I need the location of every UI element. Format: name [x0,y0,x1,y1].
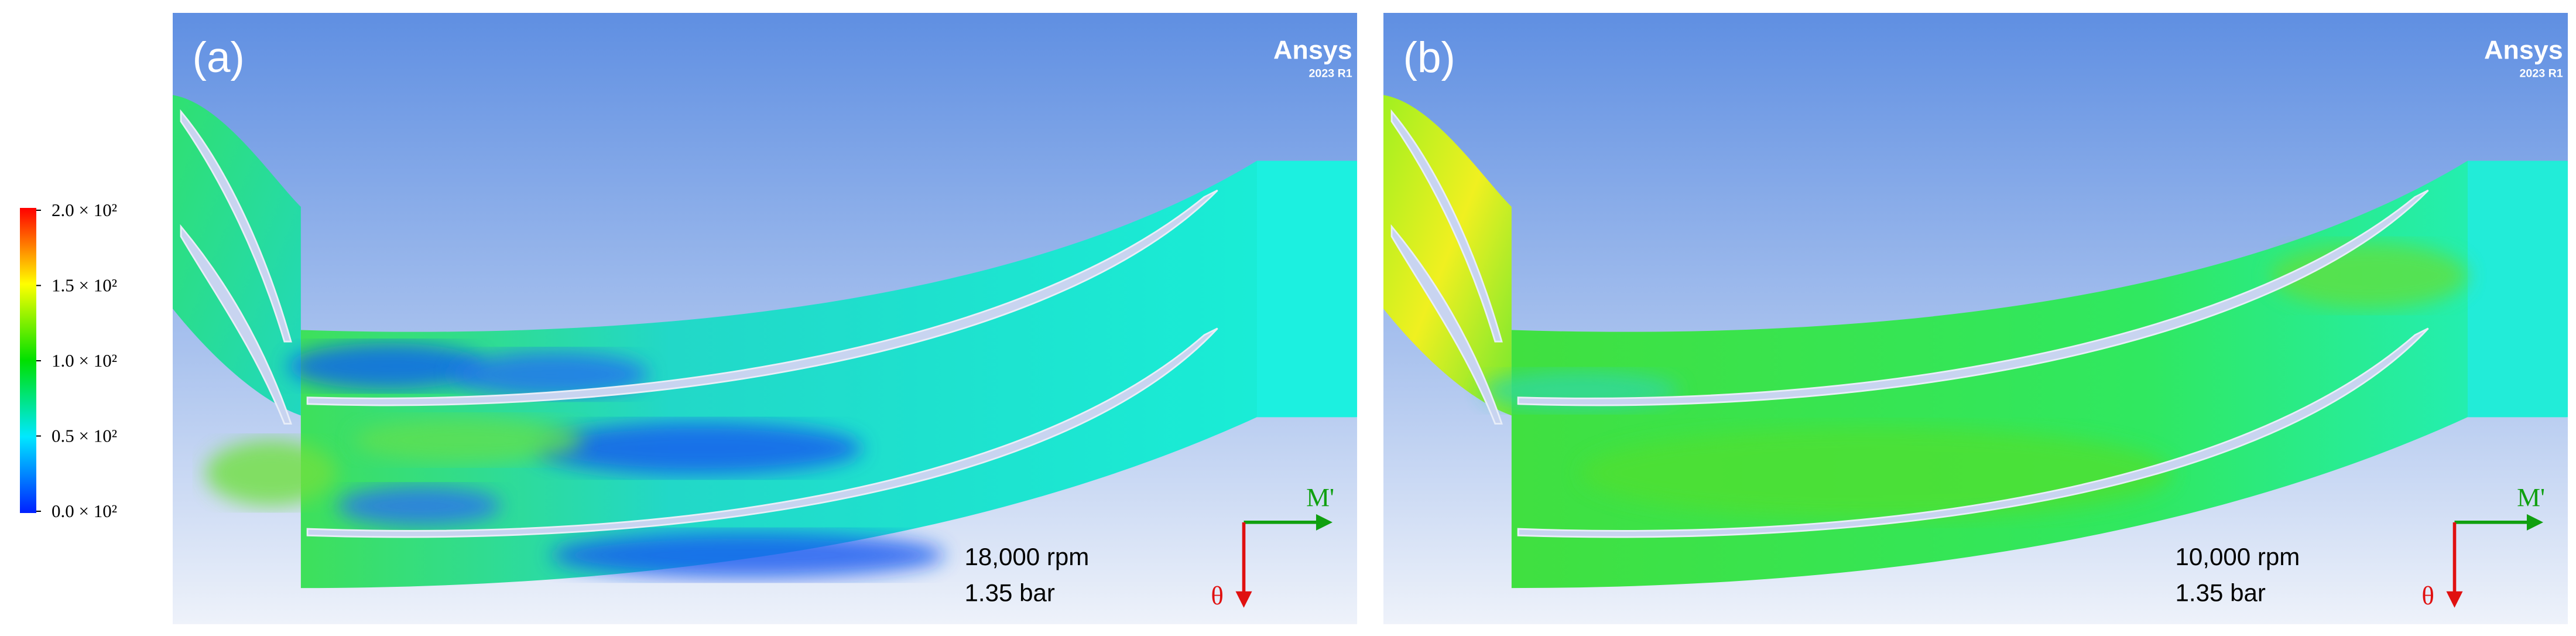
blade [1517,189,2429,406]
version: 2023 R1 [1309,67,1352,80]
blade [306,189,1218,406]
panel-clip [173,13,1358,624]
panel-label: (b) [1403,34,1455,81]
inlet-passage [173,95,301,416]
panel-clip [1383,13,2568,624]
brand: Ansys [2484,35,2563,65]
axis-m-label: M' [2517,483,2545,512]
brand: Ansys [1273,35,1352,65]
version: 2023 R1 [2520,67,2563,80]
colorbar-label: 1.0 × 10² [52,350,117,371]
contour-panel: (b) Ansys 2023 R1 10,000 rpm 1.35 bar M' θ [1383,13,2568,624]
flow-zone [1580,427,2172,519]
blade [180,224,292,425]
flow-zone [205,440,337,506]
flow-zone [337,486,502,526]
panel-label: (a) [193,34,245,81]
exit-block [1256,160,1358,418]
blade [1390,224,1503,425]
flow-zone [353,417,584,463]
colorbar-label: 0.0 × 10² [52,501,117,521]
exit-block [2467,160,2568,418]
flow-zone [452,351,649,398]
axis-theta-label: θ [2421,581,2434,610]
blade [1517,327,2429,538]
arrow-theta [2446,591,2463,608]
colorbar-label: 1.5 × 10² [52,275,117,296]
pressure: 1.35 bar [964,579,1054,607]
pressure: 1.35 bar [2175,579,2265,607]
blade [1390,109,1503,343]
arrow-m [2526,514,2544,531]
speed: 18,000 rpm [964,543,1089,570]
flow-zone [550,532,945,579]
axis-m-label: M' [1306,483,1334,512]
arrow-theta [1235,591,1252,608]
axis-theta-label: θ [1211,581,1224,610]
flow-zone [287,343,485,389]
speed: 10,000 rpm [2175,543,2300,570]
contour-panel: (a) Ansys 2023 R1 18,000 rpm 1.35 bar M' θ [173,13,1358,624]
colorbar [20,208,36,513]
flow-zone [534,422,863,475]
colorbar-label: 0.5 × 10² [52,426,117,446]
inlet-passage [1383,95,1512,416]
blade [180,109,292,343]
colorbar-label: 2.0 × 10² [52,200,117,220]
blade [306,327,1218,538]
arrow-m [1316,514,1333,531]
